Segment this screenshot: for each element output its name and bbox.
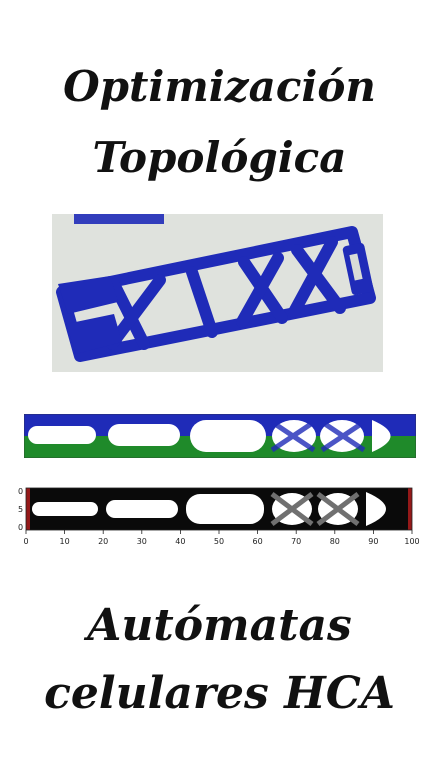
simulation-colored-field bbox=[24, 414, 416, 458]
x-tick-label: 20 bbox=[98, 537, 108, 546]
x-tick-label: 80 bbox=[330, 537, 340, 546]
beam-structure bbox=[56, 226, 376, 362]
density-plot: 0 10 20 30 40 50 60 70 80 90 100 0 5 0 bbox=[18, 487, 420, 546]
x-tick-label: 30 bbox=[137, 537, 147, 546]
title-bottom-line-2: celulares HCA bbox=[44, 668, 395, 719]
left-support-marker bbox=[26, 488, 30, 530]
y-tick-2: 0 bbox=[18, 523, 23, 532]
y-tick-0: 0 bbox=[18, 487, 23, 496]
x-tick-label: 50 bbox=[214, 537, 224, 546]
printed-beam-photo bbox=[52, 214, 383, 372]
title-bottom-line-1: Autómatas bbox=[87, 600, 352, 651]
x-tick-label: 100 bbox=[404, 537, 419, 546]
x-tick-label: 70 bbox=[291, 537, 301, 546]
right-load-marker bbox=[408, 488, 412, 530]
x-tick-label: 40 bbox=[175, 537, 185, 546]
x-tick-label: 90 bbox=[368, 537, 378, 546]
x-tick-label: 60 bbox=[253, 537, 263, 546]
title-top-line-2: Topológica bbox=[92, 133, 347, 182]
x-tick-label: 0 bbox=[23, 537, 28, 546]
title-top-line-1: Optimización bbox=[63, 62, 376, 111]
y-tick-1: 5 bbox=[18, 505, 23, 514]
x-axis: 0 10 20 30 40 50 60 70 80 90 100 bbox=[23, 530, 420, 546]
x-tick-label: 10 bbox=[60, 537, 70, 546]
